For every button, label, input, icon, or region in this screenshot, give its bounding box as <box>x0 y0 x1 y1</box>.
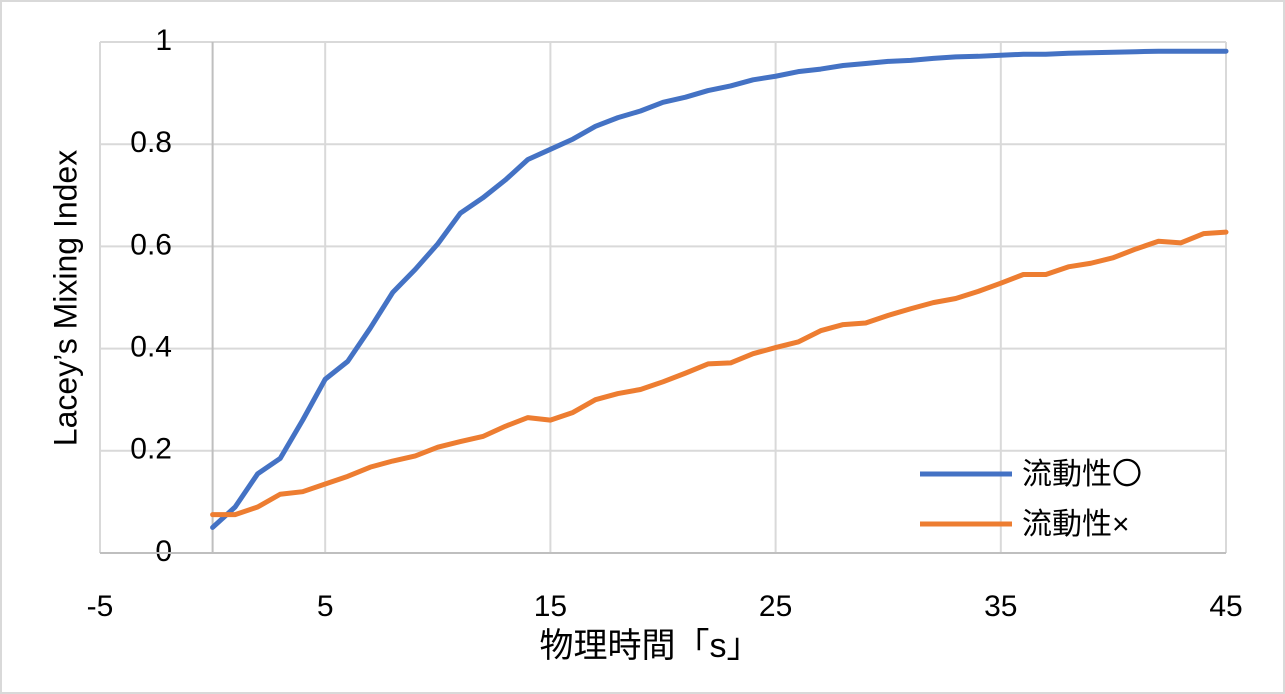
y-tick-label: 0.4 <box>130 331 172 364</box>
y-tick-label: 0 <box>155 535 172 568</box>
legend-label: 流動性× <box>1022 508 1130 541</box>
x-tick-label: -5 <box>87 590 114 623</box>
x-tick-label: 35 <box>984 590 1017 623</box>
x-tick-label: 15 <box>534 590 567 623</box>
x-tick-label: 25 <box>759 590 792 623</box>
y-tick-label: 0.2 <box>130 433 172 466</box>
line <box>210 48 1229 530</box>
y-tick-label: 0.8 <box>130 126 172 159</box>
x-axis-title: 物理時間「s」 <box>540 627 761 665</box>
y-axis-title: Lacey’s Mixing Index <box>47 150 83 446</box>
x-tick-label: 5 <box>317 590 334 623</box>
grid: 0 0.2 0.4 0.6 0.8 1 -5 5 15 25 35 45 <box>87 24 1243 623</box>
legend-label: 流動性〇 <box>1022 458 1142 491</box>
y-tick-label: 1 <box>155 24 172 57</box>
x-tick-label: 45 <box>1209 590 1242 623</box>
line <box>210 229 1229 518</box>
y-tick-label: 0.6 <box>130 228 172 261</box>
